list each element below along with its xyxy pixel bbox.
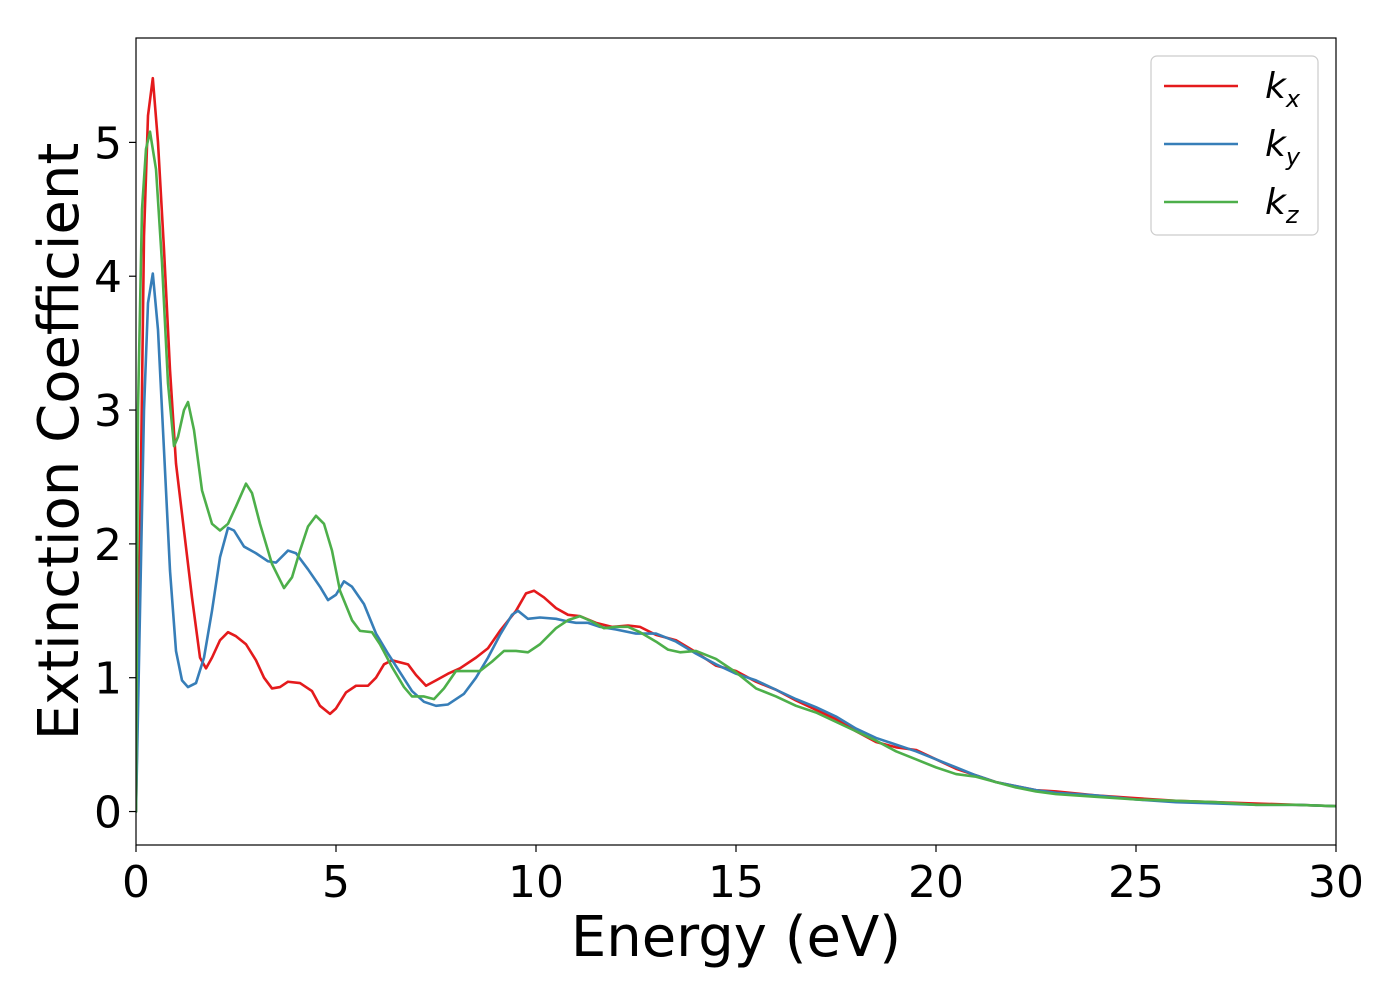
legend-label-y: ky	[1265, 124, 1301, 171]
x-tick-label: 30	[1308, 857, 1364, 908]
x-tick-label: 0	[122, 857, 150, 908]
legend-box	[1150, 55, 1319, 236]
y-tick-label: 3	[94, 386, 122, 437]
plot-area	[135, 37, 1337, 846]
x-axis: 0 5 10 15 20 25 30	[122, 845, 1364, 908]
x-axis-label: Energy (eV)	[571, 905, 901, 970]
y-tick-label: 5	[94, 118, 122, 169]
y-tick-label: 2	[94, 520, 122, 571]
legend-label-x: kx	[1265, 66, 1301, 113]
x-tick-label: 5	[322, 857, 350, 908]
y-axis: 0 1 2 3 4 5	[94, 118, 136, 839]
y-tick-label: 4	[94, 252, 122, 303]
legend-label-z: kz	[1265, 182, 1300, 229]
legend: kx ky kz	[1150, 55, 1319, 236]
series-line-z	[136, 130, 1336, 813]
x-tick-label: 10	[508, 857, 564, 908]
y-tick-label: 1	[94, 654, 122, 705]
y-axis-label: Extinction Coefficient	[27, 143, 92, 741]
series-line-y	[136, 272, 1336, 813]
x-tick-label: 20	[908, 857, 964, 908]
y-tick-label: 0	[94, 788, 122, 839]
x-tick-label: 25	[1108, 857, 1164, 908]
x-tick-label: 15	[708, 857, 764, 908]
